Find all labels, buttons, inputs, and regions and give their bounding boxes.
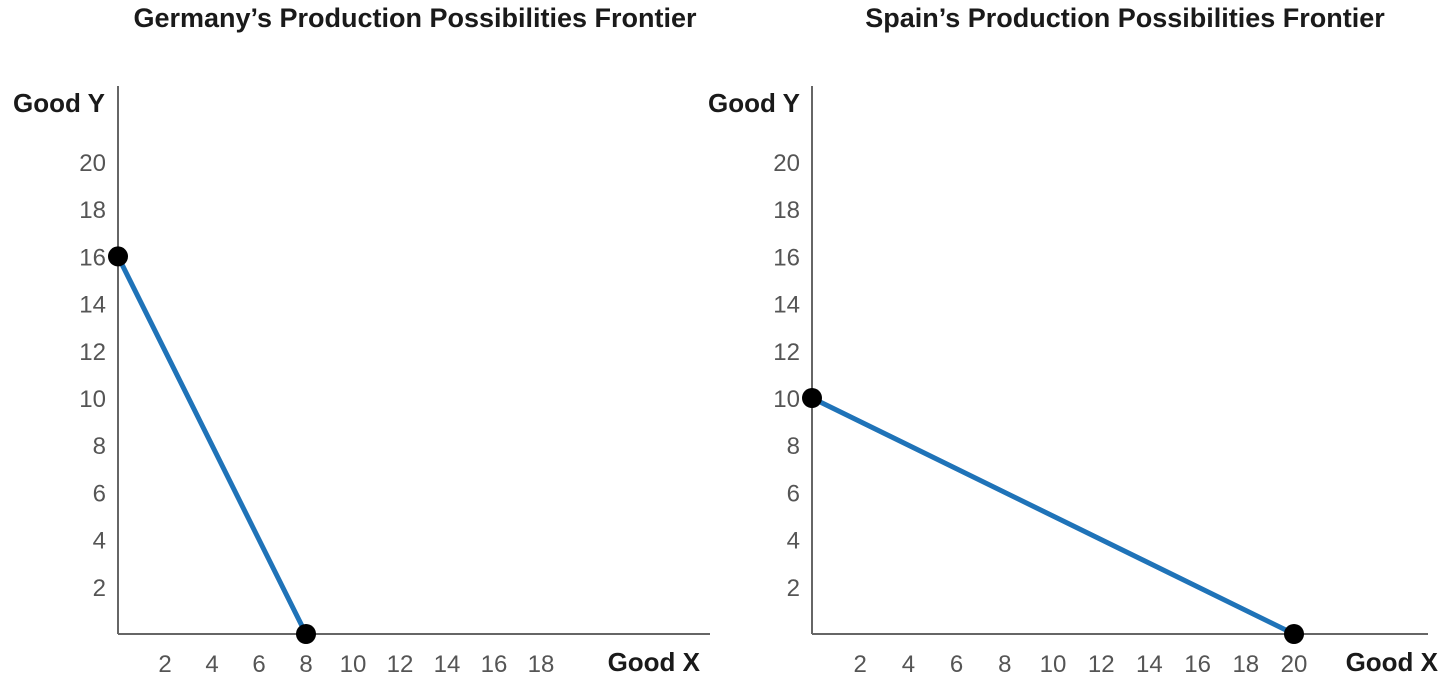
frontier-line	[809, 395, 1297, 637]
y-tick-label: 12	[79, 339, 106, 366]
y-tick-label: 10	[79, 386, 106, 413]
y-tick-label: 6	[787, 480, 800, 507]
chart-panel-1: Germany’s Production Possibilities Front…	[13, 3, 710, 678]
chart-panel-2: Spain’s Production Possibilities Frontie…	[708, 3, 1439, 678]
x-tick-label: 4	[205, 651, 218, 678]
frontier-line	[115, 253, 309, 637]
y-tick-label: 8	[93, 433, 106, 460]
y-tick-label: 8	[787, 433, 800, 460]
x-tick-label: 10	[340, 651, 367, 678]
frontier-endpoint	[296, 624, 316, 644]
y-tick-label: 20	[773, 150, 800, 177]
y-tick-label: 18	[79, 197, 106, 224]
x-tick-label: 16	[481, 651, 508, 678]
chart-title: Spain’s Production Possibilities Frontie…	[865, 3, 1385, 33]
x-tick-label: 8	[998, 651, 1011, 678]
x-tick-label: 4	[902, 651, 915, 678]
x-tick-label: 12	[387, 651, 414, 678]
y-tick-label: 10	[773, 386, 800, 413]
y-tick-label: 14	[79, 292, 106, 319]
x-tick-label: 14	[1136, 651, 1163, 678]
frontier-endpoint	[108, 246, 128, 267]
y-tick-label: 12	[773, 339, 800, 366]
y-tick-label: 2	[93, 575, 106, 602]
y-tick-label: 14	[773, 292, 800, 319]
y-tick-label: 20	[79, 150, 106, 177]
x-tick-label: 18	[528, 651, 555, 678]
frontier-endpoint	[802, 388, 822, 408]
y-tick-label: 16	[773, 244, 800, 271]
x-tick-label: 14	[434, 651, 461, 678]
x-tick-label: 2	[158, 651, 171, 678]
y-tick-label: 4	[93, 528, 106, 555]
x-tick-label: 18	[1232, 651, 1259, 678]
x-tick-label: 16	[1184, 651, 1211, 678]
y-tick-label: 6	[93, 480, 106, 507]
y-tick-label: 2	[787, 575, 800, 602]
y-axis-label: Good Y	[13, 88, 105, 118]
x-axis-label: Good X	[1346, 647, 1439, 677]
x-tick-label: 20	[1281, 651, 1308, 678]
x-tick-label: 12	[1088, 651, 1115, 678]
x-tick-label: 10	[1040, 651, 1067, 678]
y-tick-label: 18	[773, 197, 800, 224]
x-tick-label: 2	[854, 651, 867, 678]
chart-title: Germany’s Production Possibilities Front…	[133, 3, 697, 33]
x-tick-label: 6	[252, 651, 265, 678]
frontier-endpoint	[1284, 624, 1304, 644]
y-tick-label: 4	[787, 528, 800, 555]
x-tick-label: 8	[299, 651, 312, 678]
y-axis-label: Good Y	[708, 88, 800, 118]
y-tick-label: 16	[79, 244, 106, 271]
x-tick-label: 6	[950, 651, 963, 678]
x-axis-label: Good X	[608, 647, 701, 677]
